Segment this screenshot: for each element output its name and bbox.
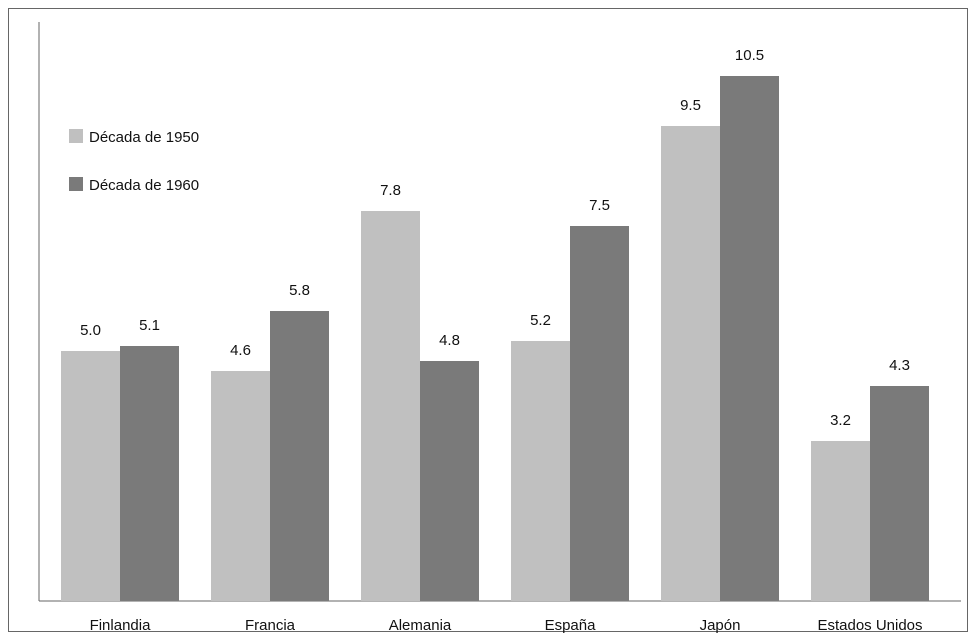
- value-label-españa-1960: 7.5: [589, 197, 610, 214]
- bar-estados-unidos-1950: [811, 441, 870, 601]
- category-label-japón: Japón: [700, 617, 741, 634]
- bar-francia-1950: [211, 371, 270, 601]
- value-label-finlandia-1950: 5.0: [80, 322, 101, 339]
- value-label-francia-1960: 5.8: [289, 282, 310, 299]
- legend-label-1960: Década de 1960: [89, 177, 199, 194]
- bar-alemania-1950: [361, 211, 420, 601]
- legend-label-1950: Década de 1950: [89, 129, 199, 146]
- legend-swatch-1960: [69, 177, 83, 191]
- value-labels-group: 5.0 5.1 4.6 5.8 7.8 4.8 5.2 7.5 9.5 10.5 3.2 4.3: [80, 47, 910, 429]
- value-label-finlandia-1960: 5.1: [139, 317, 160, 334]
- bar-finlandia-1960: [120, 346, 179, 601]
- bar-alemania-1960: [420, 361, 479, 601]
- bar-españa-1960: [570, 226, 629, 601]
- category-label-francia: Francia: [245, 617, 296, 634]
- bar-finlandia-1950: [61, 351, 120, 601]
- value-label-alemania-1950: 7.8: [380, 182, 401, 199]
- bars-group: [61, 76, 929, 601]
- value-label-estados-unidos-1960: 4.3: [889, 357, 910, 374]
- value-label-japón-1960: 10.5: [735, 47, 764, 64]
- bar-estados-unidos-1960: [870, 386, 929, 601]
- category-label-finlandia: Finlandia: [90, 617, 152, 634]
- bar-españa-1950: [511, 341, 570, 601]
- value-label-estados-unidos-1950: 3.2: [830, 412, 851, 429]
- category-label-estados-unidos: Estados Unidos: [817, 617, 922, 634]
- bar-francia-1960: [270, 311, 329, 601]
- category-labels-group: Finlandia Francia Alemania España Japón Estad…: [90, 617, 923, 634]
- bar-japón-1960: [720, 76, 779, 601]
- value-label-francia-1950: 4.6: [230, 342, 251, 359]
- value-label-alemania-1960: 4.8: [439, 332, 460, 349]
- value-label-japón-1950: 9.5: [680, 97, 701, 114]
- legend-swatch-1950: [69, 129, 83, 143]
- bar-japón-1950: [661, 126, 720, 601]
- category-label-alemania: Alemania: [389, 617, 452, 634]
- category-label-españa: España: [545, 617, 597, 634]
- value-label-españa-1950: 5.2: [530, 312, 551, 329]
- legend: Década de 1950 Década de 1960: [69, 129, 199, 194]
